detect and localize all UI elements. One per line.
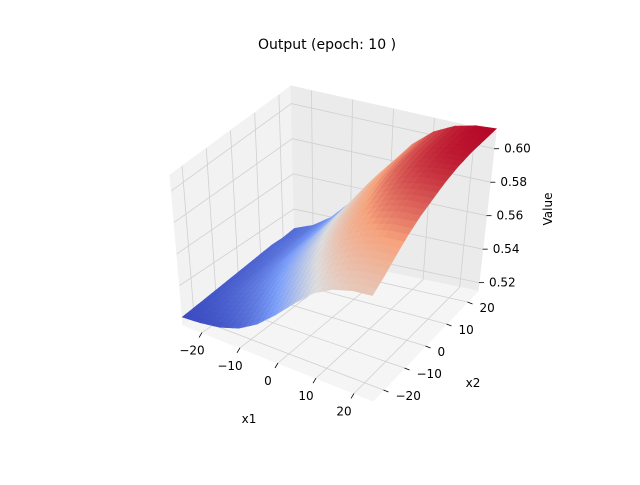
z-tick-label: 0.60	[504, 142, 531, 156]
y-axis-label: x2	[466, 376, 481, 390]
z-axis-label: Value	[541, 193, 555, 226]
x-tick-label: 20	[336, 404, 351, 418]
y-tick-label: −10	[417, 367, 442, 381]
x-tick	[312, 377, 317, 384]
x-tick-label: −20	[179, 344, 204, 358]
y-tick	[383, 389, 389, 393]
z-gridline	[179, 208, 483, 286]
x-tick	[350, 393, 355, 399]
x-tick	[236, 347, 241, 354]
y-tick-label: 20	[480, 301, 495, 315]
y-tick-label: −20	[396, 389, 421, 403]
y-tick	[446, 323, 452, 327]
z-tick-label: 0.58	[500, 175, 527, 189]
z-tick-label: 0.54	[493, 242, 520, 256]
x-axis-label: x1	[242, 412, 257, 426]
y-tick-label: 0	[438, 345, 446, 359]
surface-mesh	[181, 125, 498, 329]
z-gridline	[171, 103, 495, 192]
y-tick	[404, 367, 410, 371]
y-tick-label: 10	[459, 323, 474, 337]
x-tick-label: 0	[264, 374, 272, 388]
x-tick	[198, 332, 203, 338]
chart-title: Output (epoch: 10 )	[258, 37, 396, 53]
y-tick	[425, 345, 431, 349]
axis-ticks: −20 −10 0 10 20 −20 −10 0 10 20 0.52 0.54 0.56 0.58 0.…	[179, 142, 530, 419]
z-tick-label: 0.52	[489, 276, 516, 290]
surface-facet	[365, 287, 377, 296]
x-gridline	[353, 127, 476, 394]
x-tick	[274, 362, 279, 369]
y-tick	[467, 301, 473, 305]
z-tick-label: 0.56	[497, 209, 524, 223]
x-tick-label: 10	[298, 389, 313, 403]
x-tick-label: −10	[217, 359, 242, 373]
